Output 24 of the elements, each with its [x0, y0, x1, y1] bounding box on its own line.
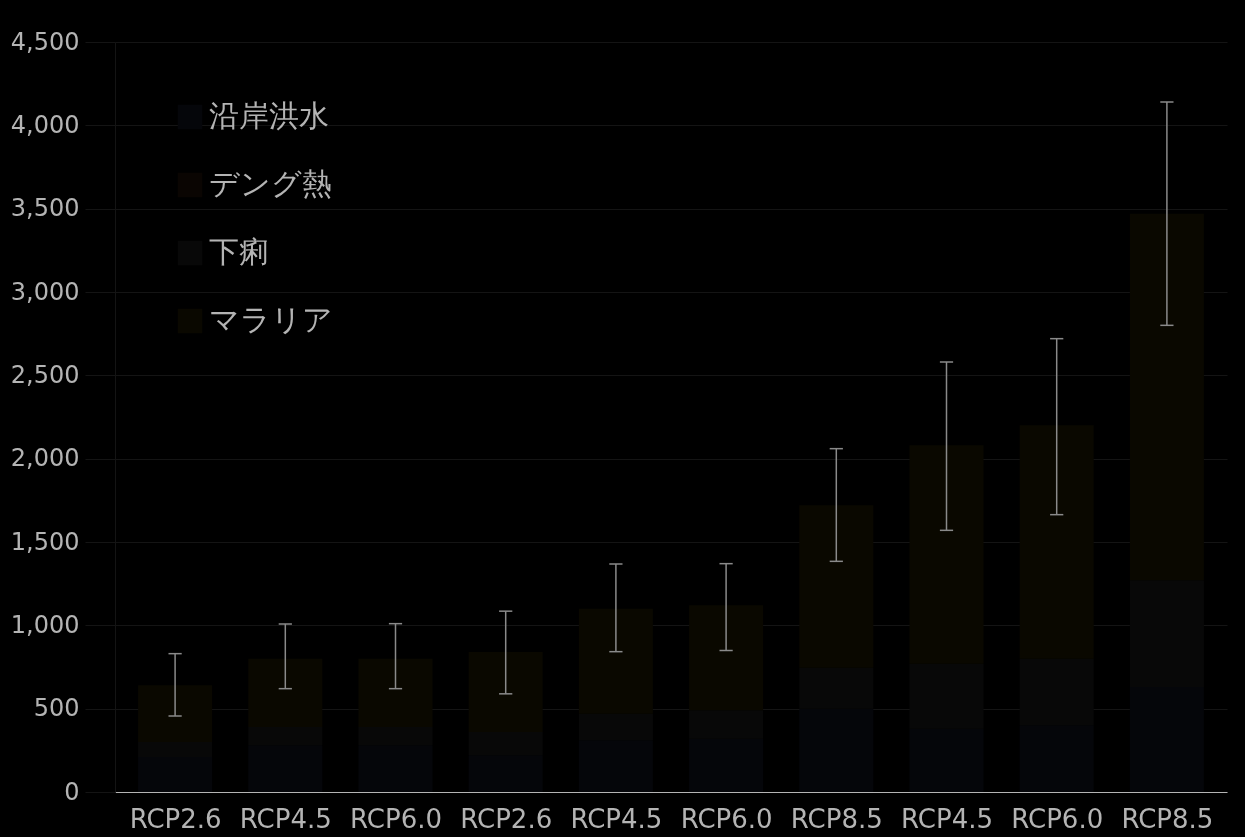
y-tick-label: 0 [64, 777, 80, 806]
y-tick-label: 4,000 [10, 110, 80, 139]
y-tick-label: 2,000 [10, 444, 80, 473]
x-tick-label: RCP8.5 [1121, 803, 1214, 834]
y-tick-label: 1,500 [10, 527, 80, 556]
x-tick-label: RCP4.5 [570, 803, 663, 834]
legend-label: 沿岸洪水 [209, 98, 329, 133]
x-tick-label: RCP8.5 [790, 803, 883, 834]
y-tick-label: 2,500 [10, 360, 80, 389]
y-tick-label: 1,000 [10, 610, 80, 639]
legend-label: デング熱 [209, 166, 332, 201]
y-tick-label: 3,500 [10, 194, 80, 223]
y-tick-label: 500 [33, 694, 80, 723]
x-tick-label: RCP2.6 [460, 803, 553, 834]
y-tick-label: 3,000 [10, 277, 80, 306]
x-tick-label: RCP6.0 [1011, 803, 1104, 834]
x-tick-label: RCP6.0 [680, 803, 773, 834]
x-tick-label: RCP6.0 [350, 803, 442, 834]
x-tick-label: RCP2.6 [129, 803, 222, 834]
legend-label: マラリア [209, 302, 333, 337]
x-tick-label: RCP4.5 [901, 803, 993, 834]
y-tick-label: 4,500 [10, 27, 80, 56]
x-tick-label: RCP4.5 [239, 803, 332, 834]
legend-label: 下痢 [209, 234, 269, 269]
